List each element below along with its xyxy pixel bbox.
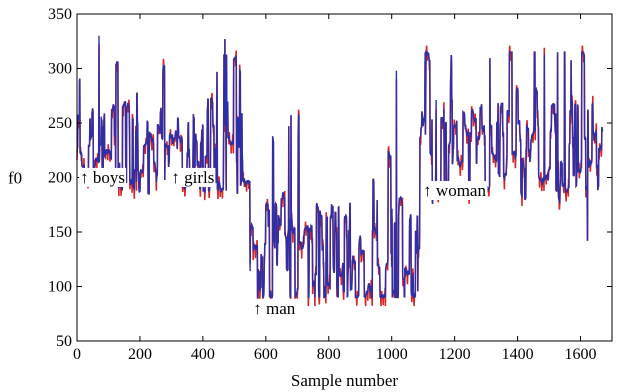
y-tick-label: 200: [48, 170, 72, 187]
annotation-label: ↑ man: [253, 299, 296, 318]
annotation-label: ↑ boys: [80, 168, 125, 187]
x-axis-label: Sample number: [291, 371, 399, 390]
y-tick-label: 300: [48, 61, 72, 78]
y-axis-label: f0: [8, 169, 22, 188]
y-tick-label: 250: [48, 115, 72, 132]
y-tick-label: 50: [56, 333, 72, 350]
y-tick-label: 350: [48, 6, 72, 23]
annotation-label: ↑ woman: [423, 181, 486, 200]
x-tick-label: 200: [128, 346, 152, 363]
x-tick-label: 800: [317, 346, 341, 363]
x-tick-label: 1400: [502, 346, 534, 363]
x-tick-label: 400: [191, 346, 215, 363]
y-tick-label: 150: [48, 224, 72, 241]
annotation-label: ↑ girls: [171, 168, 214, 187]
y-tick-label: 100: [48, 279, 72, 296]
series-layer: [77, 36, 603, 306]
x-tick-label: 0: [73, 346, 81, 363]
x-tick-label: 1000: [376, 346, 408, 363]
x-tick-label: 1200: [439, 346, 471, 363]
x-tick-label: 600: [254, 346, 278, 363]
x-tick-label: 1600: [565, 346, 597, 363]
